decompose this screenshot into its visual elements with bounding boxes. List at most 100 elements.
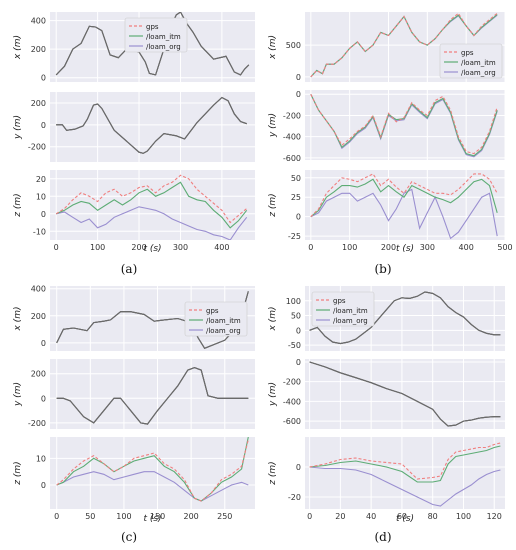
- y-tick-label: 0: [296, 358, 301, 367]
- series-line-gps: [309, 291, 501, 345]
- series-line-loam_org: [56, 471, 249, 502]
- legend-label: /loam_org: [333, 317, 368, 325]
- series-line-gps: [309, 442, 501, 480]
- axes-background: [50, 92, 255, 162]
- y-tick-label: 200: [31, 312, 46, 321]
- series-line-gps: [310, 93, 498, 155]
- y-tick-label: 0: [41, 339, 46, 348]
- y-tick-label: 0: [41, 210, 46, 219]
- x-tick-label: 50: [85, 512, 95, 521]
- y-tick-label: -400: [283, 133, 301, 142]
- x-tick-label: 400: [214, 243, 229, 252]
- y-axis-label: y (m): [268, 382, 278, 407]
- x-tick-label: 400: [459, 243, 474, 252]
- x-axis-label: t (s): [396, 244, 414, 254]
- x-axis-label: t (s): [396, 514, 414, 524]
- series-line-loam_itm: [309, 445, 501, 483]
- series-line-loam_itm: [310, 93, 498, 157]
- series-line-loam_org: [310, 188, 498, 240]
- axes-background: [50, 170, 255, 240]
- legend-label: /loam_org: [461, 69, 496, 77]
- y-tick-label: 0: [296, 463, 301, 472]
- y-axis-label: x (m): [13, 307, 23, 332]
- legend-a: gps/loam_itm/loam_org: [124, 17, 188, 53]
- x-tick-label: 0: [54, 243, 59, 252]
- x-axis-label: t (s): [143, 514, 161, 524]
- y-tick-label: 50: [291, 312, 301, 321]
- series-line-loam_org: [309, 466, 501, 507]
- subplot-b-2: 0 -200 -400 -600 y (m): [268, 90, 506, 163]
- series-line-gps: [56, 367, 249, 425]
- y-tick-label: -200: [28, 419, 46, 428]
- x-axis-label: t (s): [143, 244, 161, 254]
- y-tick-label: -200: [283, 378, 301, 387]
- series-line-loam_itm: [55, 181, 248, 229]
- legend-c: gps/loam_itm/loam_org: [184, 301, 248, 337]
- series-line-gps: [55, 12, 250, 76]
- subplot-c-2: -200 0 200 y (m): [13, 359, 255, 429]
- series-line-loam_org: [310, 93, 498, 158]
- y-tick-label: 0: [296, 213, 301, 222]
- x-tick-label: 300: [173, 243, 188, 252]
- caption-c: (c): [120, 530, 138, 544]
- subplot-c-3: 0 10 z (m) 0 50 100 150 200 250 t (s): [13, 437, 255, 524]
- y-tick-label: 20: [36, 175, 46, 184]
- y-tick-label: 25: [291, 193, 301, 202]
- x-tick-label: 60: [397, 512, 407, 521]
- series-line-gps: [56, 96, 247, 154]
- axes-background: [305, 90, 505, 160]
- y-tick-label: -25: [288, 232, 301, 241]
- legend-label: /loam_itm: [461, 59, 496, 67]
- y-tick-label: -600: [283, 417, 301, 426]
- x-tick-label: 150: [150, 512, 165, 521]
- series-line-gps: [56, 291, 249, 349]
- y-tick-label: 0: [41, 394, 46, 403]
- x-tick-label: 500: [497, 243, 512, 252]
- y-axis-label: x (m): [268, 35, 278, 60]
- y-tick-label: 10: [36, 454, 46, 463]
- series-line-gps: [309, 361, 501, 427]
- x-tick-label: 250: [217, 512, 232, 521]
- series-line-gps: [55, 174, 248, 224]
- axes-background: [50, 359, 255, 429]
- legend-label: /loam_org: [206, 327, 241, 335]
- legend-b: gps/loam_itm/loam_org: [439, 43, 503, 79]
- y-tick-label: 0: [41, 481, 46, 490]
- x-tick-label: 0: [308, 243, 313, 252]
- series-line-gps: [310, 12, 498, 78]
- x-tick-label: 200: [131, 243, 146, 252]
- series-line-loam_itm: [56, 437, 249, 502]
- subplot-d-2: 0 -200 -400 -600 y (m): [268, 358, 505, 429]
- x-tick-label: 100: [342, 243, 357, 252]
- series-line-gps: [56, 439, 249, 502]
- x-tick-label: 200: [184, 512, 199, 521]
- series-line-loam_org: [56, 206, 248, 240]
- legend-label: /loam_itm: [146, 33, 181, 41]
- legend-label: /loam_org: [146, 43, 181, 51]
- y-tick-label: 500: [286, 41, 301, 50]
- y-axis-label: y (m): [268, 113, 278, 138]
- legend-label: gps: [461, 49, 474, 57]
- subplot-d-3: 0 -20 z (m) 0 20 40 60 80 100 120 t (s): [268, 437, 505, 524]
- caption-b: (b): [374, 262, 392, 276]
- y-tick-label: 50: [291, 174, 301, 183]
- series-line-gps: [310, 173, 498, 218]
- x-tick-label: 80: [428, 512, 438, 521]
- subplot-a-3: -10 0 10 20 z (m) 0 100 200 300 400 t (s): [13, 170, 255, 254]
- caption-d: (d): [374, 530, 392, 544]
- y-tick-label: 200: [31, 45, 46, 54]
- axes-background: [50, 437, 255, 509]
- y-axis-label: y (m): [13, 382, 23, 407]
- y-tick-label: 200: [31, 99, 46, 108]
- subplot-b-3: -25 0 25 50 z (m) 0 100 200 300 400 500 t (s): [268, 170, 513, 254]
- y-tick-label: -400: [283, 397, 301, 406]
- y-tick-label: -50: [288, 341, 301, 350]
- x-tick-label: 0: [307, 512, 312, 521]
- x-tick-label: 100: [116, 512, 131, 521]
- caption-a: (a): [120, 262, 138, 276]
- y-tick-label: 0: [41, 121, 46, 130]
- legend-label: gps: [206, 307, 219, 315]
- x-tick-label: 100: [456, 512, 471, 521]
- subplot-d-1: 100 50 0 -50 x (m): [268, 286, 505, 351]
